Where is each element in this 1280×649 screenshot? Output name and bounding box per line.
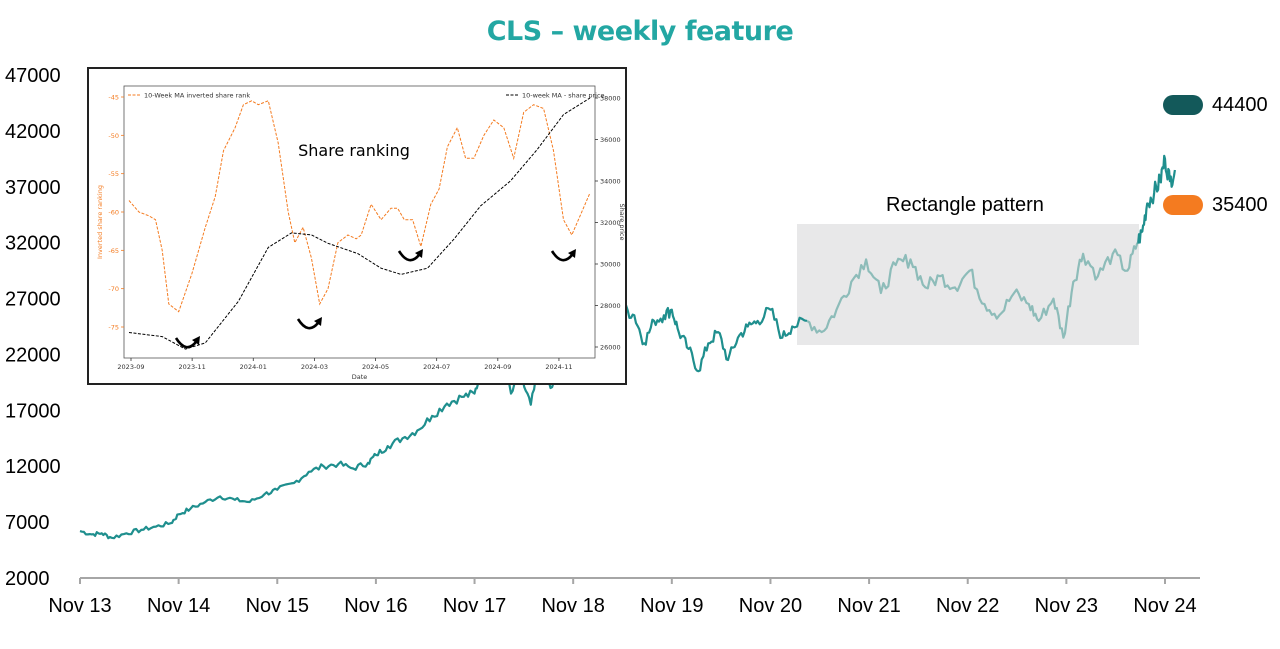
legend-price-label: 10-week MA - share price bbox=[522, 92, 605, 100]
inset-x-tick-label: 2024-03 bbox=[301, 363, 328, 371]
x-tick-label: Nov 15 bbox=[246, 595, 309, 617]
inset-x-tick-label: 2024-09 bbox=[484, 363, 511, 371]
rectangle-pattern-box bbox=[797, 224, 1139, 345]
badge-dark-teal bbox=[1163, 95, 1203, 115]
inset-right-tick-label: 26000 bbox=[600, 344, 621, 352]
y-tick-label: 2000 bbox=[5, 568, 50, 590]
share-ranking-inset: 10-Week MA inverted share rank 10-week MA… bbox=[87, 67, 627, 385]
badge-orange bbox=[1163, 195, 1203, 215]
x-tick-label: Nov 21 bbox=[837, 595, 900, 617]
y-tick-label: 27000 bbox=[5, 289, 61, 311]
y-tick-label: 42000 bbox=[5, 121, 61, 143]
turn-arrow-icon bbox=[397, 249, 423, 262]
price-series-line bbox=[1137, 154, 1176, 244]
x-tick-label: Nov 22 bbox=[936, 595, 999, 617]
inset-right-tick-label: 30000 bbox=[600, 261, 621, 269]
y-tick-label: 17000 bbox=[5, 400, 61, 422]
inset-x-tick-label: 2023-09 bbox=[117, 363, 144, 371]
inset-x-tick-label: 2023-11 bbox=[179, 363, 206, 371]
turn-arrow-icon bbox=[296, 317, 322, 330]
inset-x-tick-label: 2024-01 bbox=[240, 363, 267, 371]
x-tick-label: Nov 14 bbox=[147, 595, 210, 617]
rectangle-pattern-label: Rectangle pattern bbox=[886, 194, 1044, 216]
inset-left-axis-label: Inverted share ranking bbox=[96, 185, 104, 259]
y-tick-label: 47000 bbox=[5, 65, 61, 87]
y-tick-label: 37000 bbox=[5, 177, 61, 199]
share-ranking-label: Share ranking bbox=[298, 141, 410, 160]
turn-arrow-icon bbox=[550, 249, 576, 262]
badge-value-44400: 44400 bbox=[1212, 94, 1268, 116]
inset-x-tick-label: 2024-07 bbox=[423, 363, 450, 371]
inset-rank-series-line bbox=[128, 100, 591, 313]
x-tick-label: Nov 24 bbox=[1133, 595, 1196, 617]
inset-series bbox=[128, 97, 591, 350]
inset-axes: -45 -50 -55 -60 -65 -70 -75 26000 28000 30000 3200… bbox=[96, 94, 626, 382]
y-tick-label: 32000 bbox=[5, 233, 61, 255]
inset-left-tick-label: -50 bbox=[108, 132, 119, 140]
x-tick-label: Nov 18 bbox=[541, 595, 604, 617]
inset-plot-frame bbox=[123, 85, 596, 359]
inset-right-tick-label: 32000 bbox=[600, 219, 621, 227]
y-tick-label: 22000 bbox=[5, 344, 61, 366]
y-axis-ticks: 2000 7000 12000 17000 22000 27000 32000 37000 42… bbox=[5, 65, 61, 590]
inset-left-tick-label: -65 bbox=[108, 247, 119, 255]
turn-arrows bbox=[174, 249, 576, 349]
price-series-line bbox=[806, 242, 1139, 339]
inset-left-tick-label: -55 bbox=[108, 170, 119, 178]
x-axis: Nov 13 Nov 14 Nov 15 Nov 16 Nov 17 Nov 18 Nov … bbox=[48, 577, 1200, 617]
chart-title: CLS – weekly feature bbox=[486, 16, 794, 47]
badge-value-35400: 35400 bbox=[1212, 194, 1268, 216]
inset-right-tick-label: 34000 bbox=[600, 178, 621, 186]
legend-rank-label: 10-Week MA inverted share rank bbox=[144, 92, 250, 100]
inset-x-axis-label: Date bbox=[352, 373, 368, 381]
inset-right-axis-label: Share price bbox=[618, 203, 625, 240]
inset-x-tick-label: 2024-05 bbox=[362, 363, 389, 371]
y-tick-label: 7000 bbox=[5, 512, 50, 534]
x-tick-label: Nov 13 bbox=[48, 595, 111, 617]
turn-arrow-icon bbox=[174, 336, 200, 349]
x-tick-label: Nov 20 bbox=[739, 595, 802, 617]
x-tick-label: Nov 23 bbox=[1035, 595, 1098, 617]
inset-right-tick-label: 38000 bbox=[600, 95, 621, 103]
x-tick-label: Nov 16 bbox=[344, 595, 407, 617]
inset-x-tick-label: 2024-11 bbox=[545, 363, 572, 371]
x-tick-label: Nov 17 bbox=[443, 595, 506, 617]
inset-left-tick-label: -45 bbox=[108, 94, 119, 102]
inset-price-series-line bbox=[128, 97, 591, 350]
inset-chart: 10-Week MA inverted share rank 10-week MA… bbox=[96, 85, 626, 382]
inset-right-tick-label: 36000 bbox=[600, 136, 621, 144]
x-tick-label: Nov 19 bbox=[640, 595, 703, 617]
y-tick-label: 12000 bbox=[5, 456, 61, 478]
inset-left-tick-label: -75 bbox=[108, 324, 119, 332]
inset-left-tick-label: -60 bbox=[108, 209, 119, 217]
inset-legend: 10-Week MA inverted share rank 10-week MA… bbox=[128, 92, 605, 100]
inset-right-tick-label: 28000 bbox=[600, 302, 621, 310]
inset-left-tick-label: -70 bbox=[108, 285, 119, 293]
